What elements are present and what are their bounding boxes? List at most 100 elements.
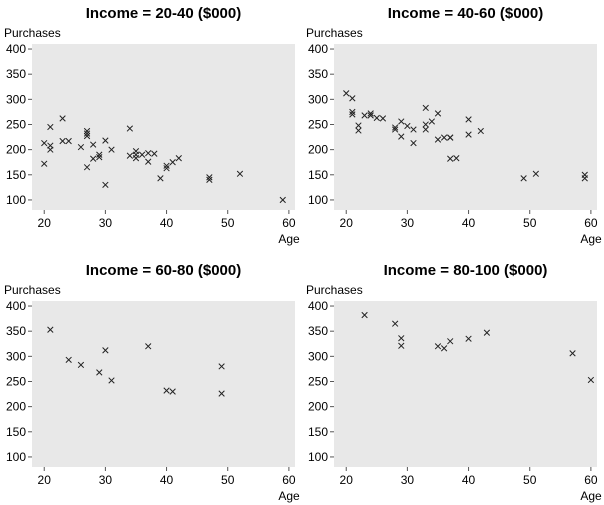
data-point [392,320,399,327]
data-point [349,108,356,116]
data-point [483,329,491,336]
y-tick-label: 200 [308,143,328,157]
data-point [355,127,362,134]
data-point [447,338,454,345]
data-point [434,136,442,143]
data-point [145,150,152,157]
data-point [343,90,350,97]
y-tick-label: 100 [6,450,26,464]
y-tick-label: 200 [6,400,26,414]
panel-title: Income = 80-100 ($000) [384,262,548,279]
data-point [422,126,429,133]
x-tick-label: 30 [99,216,113,230]
x-axis-label: Age [278,232,300,246]
y-tick-label: 350 [308,67,328,81]
x-tick-label: 20 [340,473,354,487]
y-tick-label: 250 [6,117,26,131]
plot-area [334,301,597,467]
data-point [398,342,405,349]
y-axis-label: Purchases [4,283,61,297]
x-tick-label: 40 [160,473,174,487]
x-tick-label: 40 [462,216,476,230]
x-tick-label: 30 [401,216,415,230]
data-point [361,311,368,319]
data-point [218,390,225,397]
data-point [77,361,85,369]
data-point [206,174,213,181]
data-point [108,146,115,153]
data-point [59,115,66,122]
y-tick-label: 400 [308,42,328,56]
y-tick-label: 400 [308,299,328,313]
x-tick-label: 50 [523,473,537,487]
x-tick-label: 60 [584,216,598,230]
y-tick-label: 150 [308,168,328,182]
data-point [83,132,91,140]
data-point [349,95,356,102]
y-axis-label: Purchases [306,283,363,297]
x-tick-label: 40 [160,216,174,230]
data-point [587,376,595,384]
data-point [138,151,146,158]
data-point [145,158,152,165]
plot-area [334,44,597,210]
y-tick-label: 300 [308,92,328,106]
x-tick-label: 20 [38,473,52,487]
data-point [520,175,527,182]
data-point [47,123,54,131]
y-tick-label: 100 [308,450,328,464]
data-point [398,335,405,342]
x-tick-label: 20 [38,216,52,230]
y-tick-label: 350 [308,324,328,338]
data-point [218,363,225,370]
data-point [447,134,454,141]
y-tick-label: 100 [6,193,26,207]
y-axis-label: Purchases [4,26,61,40]
y-tick-label: 400 [6,299,26,313]
data-point [102,181,109,189]
data-point [151,150,158,157]
y-tick-label: 300 [308,349,328,363]
data-point [465,116,472,123]
y-tick-label: 400 [6,42,26,56]
data-point [163,165,170,172]
data-point [349,111,356,118]
data-point [532,170,539,177]
y-tick-label: 300 [6,349,26,363]
y-tick-label: 250 [308,117,328,131]
x-tick-label: 30 [99,473,113,487]
data-point [90,141,97,148]
x-tick-label: 20 [340,216,354,230]
x-tick-label: 50 [221,473,235,487]
data-point [392,126,399,133]
panel-title: Income = 20-40 ($000) [86,5,242,22]
data-point [169,159,176,166]
data-point [434,343,442,350]
data-point [367,112,374,119]
data-point [83,130,91,137]
data-point [410,126,417,133]
data-point [422,104,429,112]
data-point [440,134,448,141]
chart-panel-4: Income = 80-100 ($000) Purchases 100 150 200… [306,262,602,503]
x-tick-label: 40 [462,473,476,487]
data-point [175,155,182,162]
data-point [83,127,91,135]
data-point [398,118,405,125]
x-tick-label: 30 [401,473,415,487]
data-point [47,146,54,153]
data-point [279,196,286,204]
x-tick-label: 60 [584,473,598,487]
y-tick-label: 150 [308,425,328,439]
data-point [126,125,134,132]
data-point [447,155,454,162]
x-tick-label: 50 [523,216,537,230]
data-point [47,326,54,333]
data-point [126,152,134,159]
data-point [90,155,97,162]
y-tick-label: 350 [6,324,26,338]
y-tick-label: 300 [6,92,26,106]
data-point [145,343,152,350]
plot-area [32,301,295,467]
